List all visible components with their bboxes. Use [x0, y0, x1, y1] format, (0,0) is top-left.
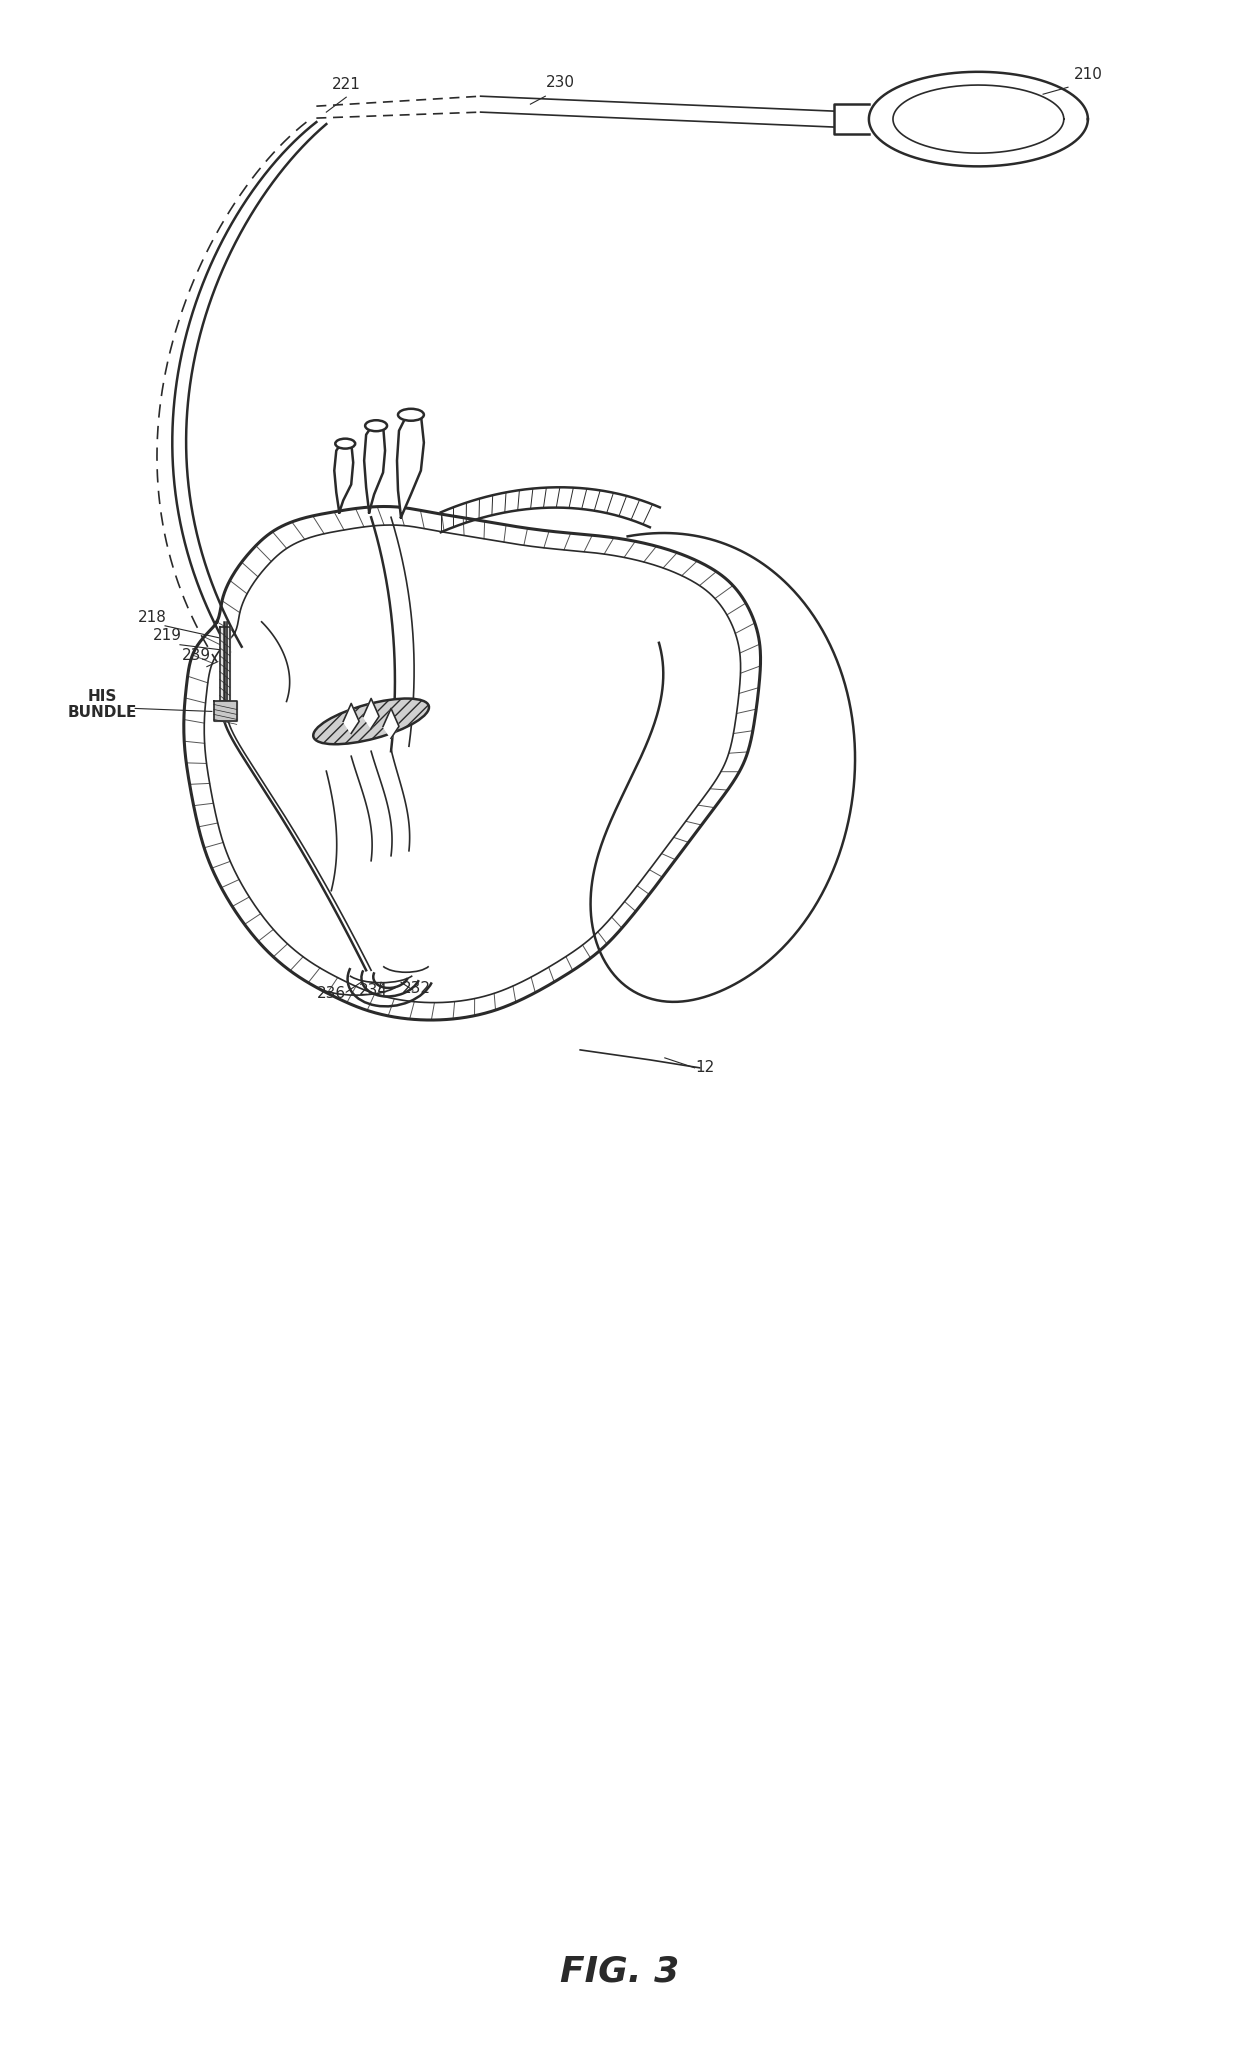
Polygon shape — [343, 703, 360, 734]
Ellipse shape — [314, 699, 429, 744]
Text: 210: 210 — [1074, 68, 1102, 82]
Text: 219: 219 — [153, 627, 181, 644]
Text: 218: 218 — [138, 611, 166, 625]
Polygon shape — [184, 506, 760, 1020]
Text: BUNDLE: BUNDLE — [68, 705, 136, 720]
Ellipse shape — [398, 409, 424, 421]
Text: 239: 239 — [182, 648, 212, 662]
Text: 221: 221 — [332, 78, 361, 93]
Text: 230: 230 — [546, 76, 575, 90]
Text: 12: 12 — [694, 1059, 714, 1075]
Text: HIS: HIS — [88, 689, 117, 705]
Polygon shape — [397, 411, 424, 518]
Text: 234: 234 — [358, 983, 388, 997]
Polygon shape — [365, 424, 386, 512]
Text: FIG. 3: FIG. 3 — [560, 1955, 680, 1988]
Text: 236: 236 — [316, 987, 346, 1001]
Polygon shape — [363, 699, 379, 728]
Ellipse shape — [365, 419, 387, 432]
Polygon shape — [335, 440, 353, 512]
Text: 232: 232 — [402, 981, 430, 997]
Ellipse shape — [335, 438, 355, 448]
Polygon shape — [213, 701, 237, 722]
Polygon shape — [219, 627, 229, 701]
Polygon shape — [383, 709, 399, 738]
